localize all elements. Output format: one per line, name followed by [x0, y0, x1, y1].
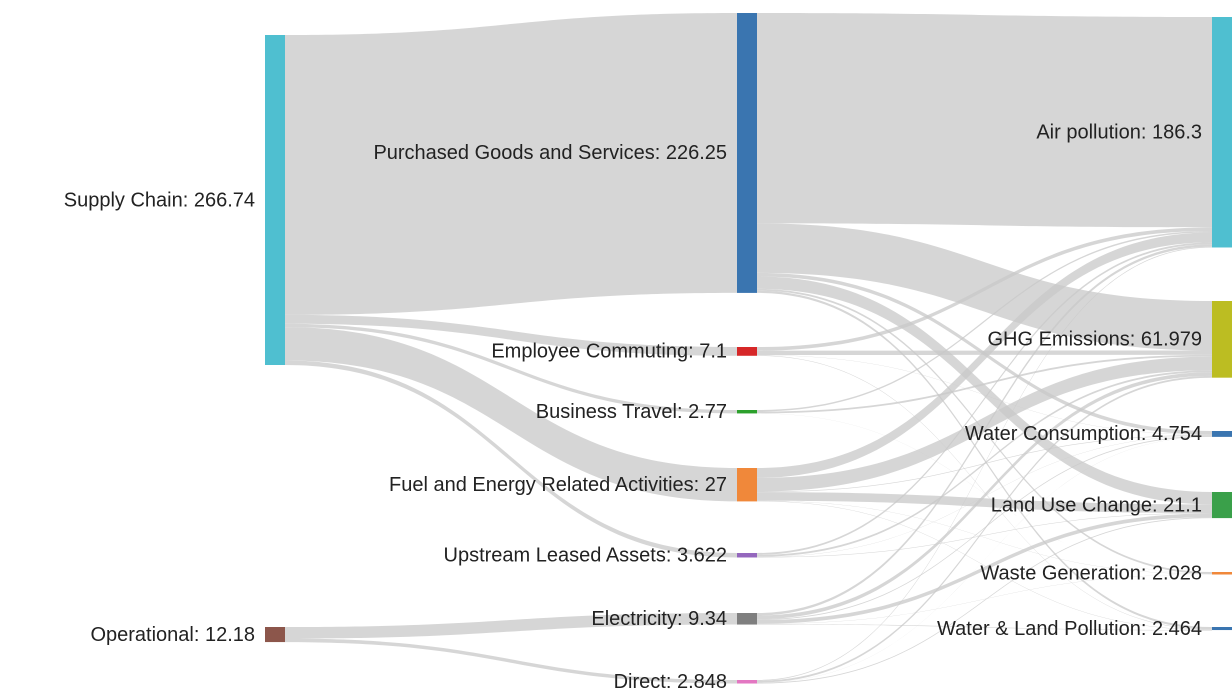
link [757, 435, 1212, 621]
link [757, 290, 1212, 630]
node-label: Land Use Change: 21.1 [991, 494, 1202, 516]
node [1212, 17, 1232, 248]
node-label: Direct: 2.848 [614, 671, 727, 693]
node-label: Waste Generation: 2.028 [980, 563, 1202, 585]
link [757, 492, 1212, 514]
link [285, 314, 737, 356]
node [1212, 627, 1232, 631]
link [285, 613, 737, 639]
link [757, 372, 1212, 620]
link [757, 355, 1212, 630]
link [757, 231, 1212, 412]
node-label: Business Travel: 2.77 [536, 401, 727, 423]
link [757, 356, 1212, 492]
node [1212, 572, 1232, 575]
link [757, 517, 1212, 684]
node [737, 410, 757, 414]
node [1212, 431, 1232, 437]
node [1212, 492, 1232, 519]
link [757, 500, 1212, 575]
link [757, 244, 1212, 616]
link [757, 354, 1212, 414]
node [737, 468, 757, 502]
link [757, 227, 1212, 351]
link [285, 638, 737, 684]
node [737, 553, 757, 558]
link [757, 355, 1212, 435]
node-label: Water & Land Pollution: 2.464 [937, 618, 1202, 640]
node-label: Supply Chain: 266.74 [64, 189, 255, 211]
link [757, 624, 1212, 631]
node-label: Air pollution: 186.3 [1036, 122, 1202, 144]
link [285, 323, 737, 414]
node [737, 13, 757, 293]
node-label: Electricity: 9.34 [591, 608, 727, 630]
node [737, 613, 757, 625]
node-label: Purchased Goods and Services: 226.25 [373, 142, 727, 164]
node [737, 680, 757, 684]
link [285, 13, 737, 315]
node [737, 347, 757, 356]
node-label: Fuel and Energy Related Activities: 27 [389, 474, 727, 496]
node-label: Operational: 12.18 [90, 624, 255, 646]
link [285, 360, 737, 558]
link [757, 513, 1212, 624]
link [285, 327, 737, 502]
link [757, 13, 1212, 228]
node-label: Employee Commuting: 7.1 [491, 341, 727, 363]
link [757, 288, 1212, 574]
node-label: Water Consumption: 4.754 [965, 423, 1202, 445]
link [757, 232, 1212, 478]
link [757, 574, 1212, 625]
link [757, 276, 1212, 505]
link [757, 436, 1212, 683]
link [757, 375, 1212, 683]
link [757, 223, 1212, 351]
link [757, 246, 1212, 681]
link [757, 242, 1212, 555]
node-label: Upstream Leased Assets: 3.622 [444, 545, 728, 567]
node [1212, 301, 1232, 378]
link [757, 413, 1212, 574]
node-label: GHG Emissions: 61.979 [987, 329, 1202, 351]
link [757, 501, 1212, 631]
node [265, 627, 285, 643]
link [757, 513, 1212, 558]
links [285, 13, 1212, 684]
nodes: Supply Chain: 266.74 Operational: 12.18 Pu… [64, 13, 1232, 693]
node [265, 35, 285, 365]
